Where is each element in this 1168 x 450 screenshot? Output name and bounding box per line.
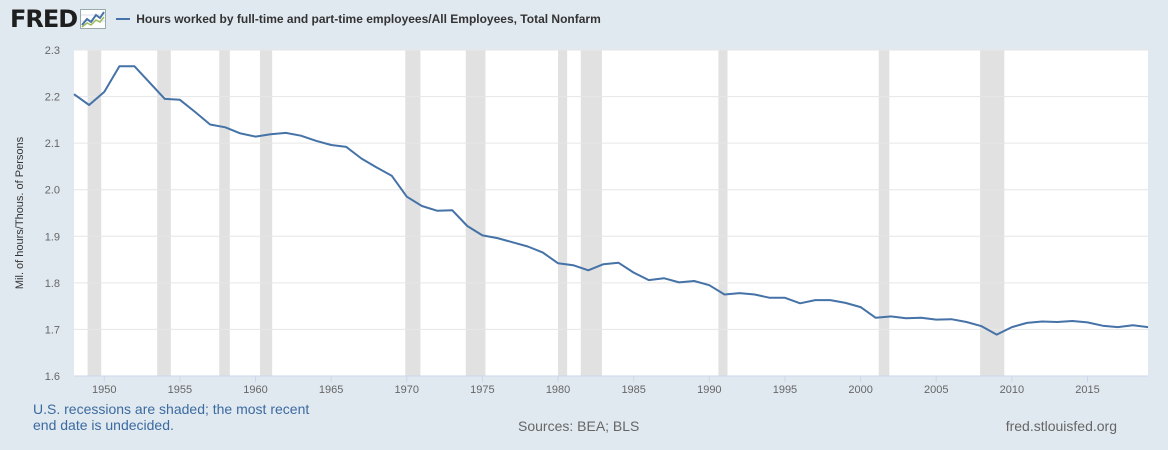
x-tick-label: 2000 xyxy=(848,384,872,396)
recession-band xyxy=(580,50,602,376)
x-tick-label: 2005 xyxy=(924,384,948,396)
fred-logo-text: FRED xyxy=(10,5,78,33)
x-tick-label: 1965 xyxy=(319,384,343,396)
x-tick-label: 1985 xyxy=(621,384,645,396)
recession-band xyxy=(878,50,890,376)
chart-header: FRED Hours worked by full-time and part-… xyxy=(10,4,601,34)
x-tick-label: 1975 xyxy=(470,384,494,396)
recession-band xyxy=(558,50,568,376)
series-line[interactable] xyxy=(73,65,1149,336)
recession-note: U.S. recessions are shaded; the most rec… xyxy=(33,401,310,433)
x-tick-label: 2010 xyxy=(1000,384,1024,396)
x-tick-label: 1980 xyxy=(546,384,570,396)
x-tick-label: 1995 xyxy=(773,384,797,396)
fred-logo[interactable]: FRED xyxy=(10,5,107,33)
x-tick-label: 1960 xyxy=(243,384,267,396)
recession-band xyxy=(87,50,102,376)
legend-swatch xyxy=(116,18,131,20)
legend[interactable]: Hours worked by full-time and part-time … xyxy=(116,12,601,26)
recession-band xyxy=(219,50,230,376)
recession-band xyxy=(260,50,273,376)
recession-band xyxy=(980,50,1005,376)
recession-band xyxy=(718,50,728,376)
y-tick-label: 2.1 xyxy=(45,138,60,150)
sources-text: Sources: BEA; BLS xyxy=(518,418,640,434)
y-tick-label: 2.2 xyxy=(45,92,60,104)
y-tick-label: 1.6 xyxy=(45,371,60,383)
fred-graph-icon xyxy=(80,9,107,29)
x-tick-label: 1990 xyxy=(697,384,721,396)
y-tick-label: 1.9 xyxy=(45,231,60,243)
x-tick-label: 1970 xyxy=(395,384,419,396)
x-tick-label: 1950 xyxy=(92,384,116,396)
recession-band xyxy=(157,50,171,376)
y-tick-label: 1.7 xyxy=(45,324,60,336)
x-tick-label: 2015 xyxy=(1075,384,1099,396)
recession-band xyxy=(465,50,486,376)
y-axis-label: Mil. of hours/Thous. of Persons xyxy=(14,136,26,289)
y-tick-label: 2.0 xyxy=(45,185,60,197)
legend-series-label: Hours worked by full-time and part-time … xyxy=(136,12,601,26)
x-tick-label: 1955 xyxy=(168,384,192,396)
recession-band xyxy=(405,50,421,376)
fred-url-link[interactable]: fred.stlouisfed.org xyxy=(1005,418,1117,434)
y-tick-label: 1.8 xyxy=(45,278,60,290)
y-tick-label: 2.3 xyxy=(45,45,60,57)
line-chart: 1.6 1.7 1.8 1.9 2.0 2.1 2.2 2.3 1950 1955 1960 1965… xyxy=(14,45,1149,396)
